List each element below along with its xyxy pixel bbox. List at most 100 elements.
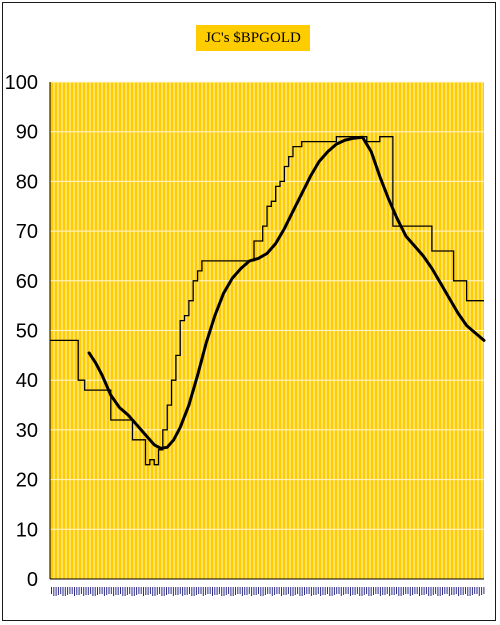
x-axis-label-mark (138, 587, 140, 594)
x-axis-label-mark (269, 587, 271, 594)
x-axis-label-mark (207, 587, 209, 594)
x-axis-label-mark (359, 587, 361, 596)
x-axis-label-mark (110, 587, 112, 594)
x-axis-label-mark (172, 587, 174, 596)
x-axis-label-mark (405, 587, 407, 594)
x-axis-label-mark (78, 587, 80, 595)
x-axis-label-mark (375, 587, 377, 594)
y-tick-label: 80 (16, 171, 38, 193)
x-axis-label-mark (191, 587, 193, 596)
x-axis-label-mark (299, 587, 301, 596)
y-tick-label: 40 (16, 370, 38, 392)
x-axis-label-mark (76, 587, 78, 595)
x-axis-label-mark (294, 587, 296, 595)
x-axis-label-mark (90, 587, 92, 594)
x-axis-label-mark (163, 587, 165, 596)
x-axis-label-mark (283, 587, 285, 595)
x-axis-label-mark (189, 587, 190, 594)
x-axis-label-mark (156, 587, 158, 595)
x-axis-label-mark (225, 587, 227, 595)
x-axis-label-mark (437, 587, 439, 596)
x-axis-label-mark (317, 587, 319, 594)
x-axis-label-mark (115, 587, 117, 595)
x-axis-label-mark (416, 587, 418, 594)
x-axis-label-mark (69, 587, 71, 594)
x-axis-label-mark (244, 587, 246, 595)
x-axis-label-mark (345, 587, 347, 594)
x-axis-label-mark (53, 587, 55, 596)
y-tick-label: 70 (16, 221, 38, 243)
x-axis-label-mark (214, 587, 216, 595)
x-axis-label-mark (373, 587, 374, 595)
x-axis-label-mark (239, 587, 241, 594)
x-axis-label-mark (412, 587, 414, 595)
x-axis-label-mark (391, 587, 393, 595)
x-axis-label-mark (287, 587, 289, 594)
x-axis-label-mark (320, 587, 322, 596)
x-axis-label-mark (133, 587, 135, 596)
x-axis-label-mark (246, 587, 248, 595)
x-axis-label-mark (448, 587, 450, 596)
x-axis-label-mark (281, 587, 282, 596)
y-tick-label: 50 (16, 321, 38, 343)
x-axis-label-mark (175, 587, 177, 595)
x-axis-label-mark (64, 587, 66, 596)
y-tick-label: 100 (5, 72, 38, 94)
x-axis-label-mark (235, 587, 236, 595)
x-axis-label-mark (340, 587, 342, 596)
x-axis-label-mark (94, 587, 96, 596)
x-axis-label-mark (99, 587, 101, 594)
x-axis-label-mark (276, 587, 278, 594)
x-axis-label-mark (414, 587, 416, 594)
x-axis-label-mark (476, 587, 478, 594)
x-axis-label-mark (126, 587, 128, 595)
x-axis-label-mark (60, 587, 62, 594)
x-axis-label-mark (306, 587, 308, 594)
x-axis-label-mark (129, 587, 131, 594)
chart-title: JC's $BPGOLD (196, 25, 310, 51)
x-axis-label-mark (83, 587, 85, 596)
x-axis-label-mark (140, 587, 142, 594)
x-axis-label-mark (382, 587, 384, 595)
x-axis-label-mark (361, 587, 363, 596)
x-axis-label-mark (428, 587, 430, 596)
x-axis-label-mark (57, 587, 59, 595)
x-axis-label-mark (262, 587, 264, 596)
x-axis-label-mark (333, 587, 335, 595)
x-axis-label-mark (117, 587, 119, 595)
x-axis-label-mark (308, 587, 310, 594)
x-axis-label-mark (237, 587, 239, 594)
x-axis-label-mark (62, 587, 64, 596)
x-axis-label-mark (451, 587, 453, 595)
x-axis-label-mark (356, 587, 358, 594)
x-axis-label-mark (458, 587, 460, 596)
x-axis-label-mark (474, 587, 476, 594)
x-axis-label-mark (393, 587, 395, 595)
x-axis-label-mark (297, 587, 299, 594)
x-axis-label-mark (179, 587, 181, 594)
x-axis-label-mark (481, 587, 483, 595)
x-axis-label-mark (103, 587, 105, 596)
x-axis-label-mark (55, 587, 57, 596)
x-axis-label-mark (113, 587, 115, 596)
x-axis-label-mark (195, 587, 197, 595)
x-axis-label-mark (430, 587, 432, 596)
x-axis-label-mark (478, 587, 480, 596)
x-axis-label-mark (398, 587, 400, 596)
x-axis-label-mark (198, 587, 200, 594)
horizontal-gridlines (50, 81, 484, 530)
x-axis-label-mark (209, 587, 211, 594)
x-axis-label-mark (432, 587, 434, 595)
x-axis-label-mark (186, 587, 188, 595)
x-axis-label-mark (471, 587, 473, 595)
x-axis-label-mark (177, 587, 179, 595)
x-axis-label-mark (442, 587, 443, 595)
x-axis-label-mark (161, 587, 163, 596)
x-axis-label-mark (352, 587, 354, 595)
x-axis-label-mark (313, 587, 315, 595)
x-axis-label-mark (278, 587, 280, 594)
x-axis-label-mark (350, 587, 351, 596)
x-axis-label-mark (202, 587, 204, 596)
x-axis-label-mark (184, 587, 186, 595)
x-axis-label-mark (212, 587, 213, 596)
